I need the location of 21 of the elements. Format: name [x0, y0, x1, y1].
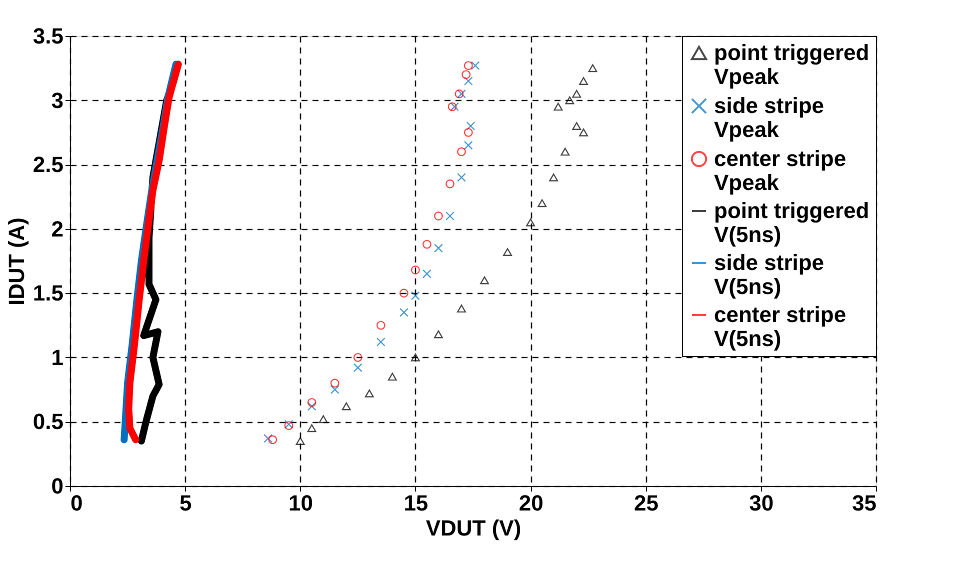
x-tick-label: 25	[634, 490, 658, 516]
y-tick-label: 1.5	[32, 280, 64, 306]
y-tick-label: 3.5	[32, 24, 64, 48]
legend-label: center stripe V(5ns)	[714, 302, 846, 351]
y-tick-label: 0	[51, 474, 64, 498]
y-tick-label: 2	[51, 216, 64, 242]
x-tick-label: 15	[404, 490, 428, 516]
y-tick-label: 1	[51, 344, 64, 370]
x-tick-label: 0	[70, 490, 83, 516]
legend-label: side stripe V(5ns)	[714, 250, 824, 299]
y-axis-title: IDUT (A)	[4, 218, 29, 306]
x-tick-label: 30	[749, 490, 774, 516]
x-tick-label: 35	[852, 490, 876, 516]
y-tick-label: 3	[51, 88, 64, 113]
x-tick-label: 5	[180, 490, 192, 516]
x-tick-label: 10	[288, 490, 314, 516]
y-tick-label: 0.5	[32, 409, 64, 434]
y-tick-label: 2.5	[32, 152, 64, 178]
legend-label: point triggered V(5ns)	[714, 198, 870, 247]
x-tick-label: 20	[518, 490, 544, 516]
x-axis-title: VDUT (V)	[426, 516, 522, 540]
